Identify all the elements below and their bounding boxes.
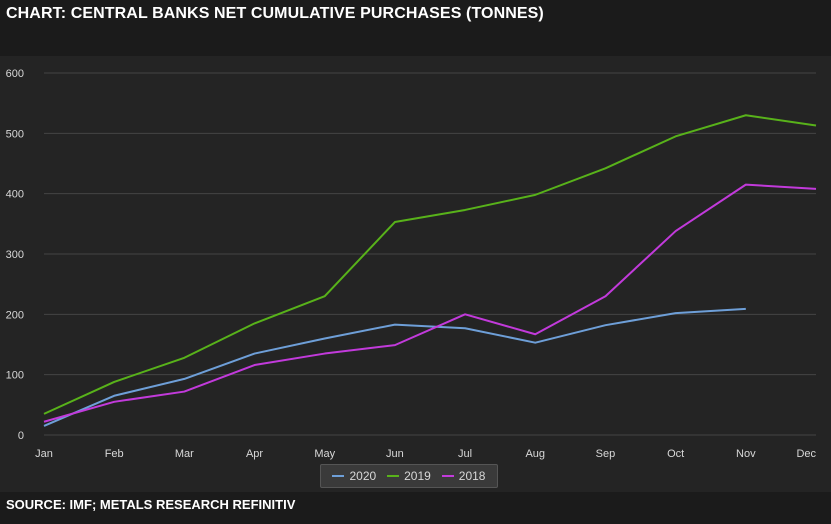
line-chart: 0 100 200 300 400 500 600 Jan Feb Mar Apr May Jun Jul… — [6, 68, 817, 460]
x-tick-label: Jul — [458, 448, 472, 460]
y-tick-label: 400 — [6, 189, 24, 201]
series-line-2018 — [43, 183, 817, 423]
legend-label: 2018 — [458, 469, 486, 483]
chart-legend: 2020 2019 2018 — [320, 464, 498, 488]
chart-title: CHART: CENTRAL BANKS NET CUMULATIVE PURC… — [6, 5, 544, 22]
series-line-2020 — [43, 307, 746, 427]
series-line-2019 — [43, 114, 817, 415]
legend-item: 2020 — [332, 469, 376, 483]
x-tick-label: Apr — [246, 448, 263, 460]
y-tick-label: 300 — [6, 249, 24, 261]
legend-swatch — [332, 475, 345, 477]
y-tick-label: 600 — [6, 68, 24, 80]
legend-swatch — [387, 475, 400, 477]
y-tick-label: 0 — [18, 430, 24, 442]
x-tick-label: Nov — [736, 448, 756, 460]
x-tick-label: Aug — [525, 448, 545, 460]
legend-label: 2020 — [349, 469, 377, 483]
x-tick-label: Oct — [667, 448, 684, 460]
x-tick-label: Sep — [596, 448, 616, 460]
legend-item: 2018 — [441, 469, 486, 483]
legend-label: 2019 — [404, 469, 431, 483]
y-tick-label: 200 — [6, 309, 24, 321]
legend-item: 2019 — [387, 469, 431, 483]
x-tick-label: Dec — [796, 448, 816, 460]
y-tick-label: 100 — [6, 370, 24, 382]
source-note: SOURCE: IMF; METALS RESEARCH REFINITIV — [6, 497, 296, 512]
x-tick-label: Jan — [35, 448, 53, 460]
plot-panel — [0, 56, 831, 492]
legend-swatch — [441, 475, 454, 477]
x-tick-label: Feb — [105, 448, 124, 460]
y-tick-label: 500 — [6, 128, 24, 140]
x-tick-label: May — [314, 448, 335, 460]
x-tick-label: Mar — [175, 448, 194, 460]
x-tick-label: Jun — [386, 448, 404, 460]
